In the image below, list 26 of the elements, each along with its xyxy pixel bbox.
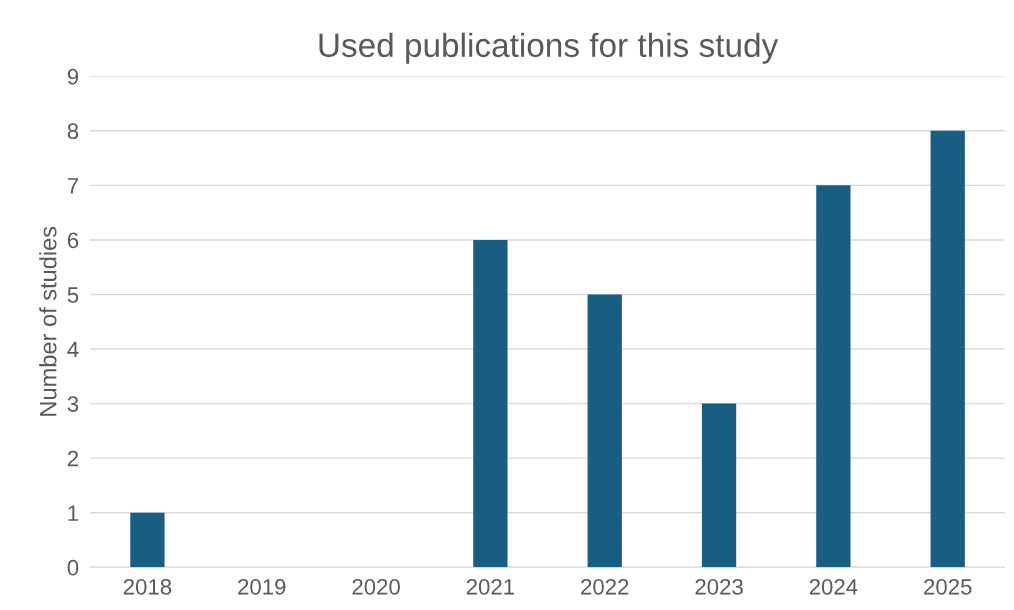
bar	[473, 239, 508, 568]
bar	[587, 294, 622, 568]
y-tick-label: 5	[67, 287, 79, 303]
x-tick-label: 2024	[809, 579, 858, 595]
x-tick-label: 2021	[466, 579, 515, 595]
y-tick-label: 2	[67, 450, 79, 467]
y-axis-title: Number of studies	[39, 226, 57, 416]
bar	[701, 403, 737, 568]
bar	[930, 130, 965, 568]
bar	[816, 185, 851, 568]
y-tick-label: 4	[67, 341, 79, 358]
y-tick-label: 3	[67, 396, 79, 412]
x-tick-label: 2023	[695, 579, 743, 595]
x-tick-label: 2025	[924, 579, 972, 595]
y-tick-label: 9	[67, 68, 79, 85]
x-tick-label: 2019	[238, 579, 286, 595]
y-tick-label: 0	[67, 559, 79, 576]
y-tick-label: 7	[67, 178, 79, 194]
y-tick-label: 1	[68, 505, 79, 521]
bar	[130, 512, 165, 568]
x-tick-label: 2018	[123, 579, 172, 595]
chart-title: Used publications for this study	[319, 32, 779, 64]
y-tick-label: 6	[67, 232, 79, 249]
x-tick-label: 2020	[352, 579, 400, 595]
x-tick-label: 2022	[581, 579, 629, 595]
y-tick-label: 8	[67, 123, 79, 140]
